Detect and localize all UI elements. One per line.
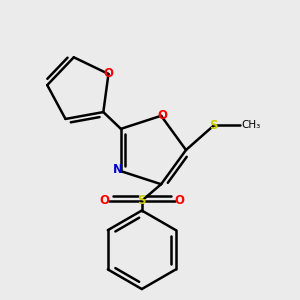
Text: O: O (174, 194, 184, 207)
Text: O: O (158, 109, 168, 122)
Text: O: O (103, 68, 113, 80)
Text: S: S (138, 194, 146, 207)
Text: O: O (99, 194, 109, 207)
Text: CH₃: CH₃ (242, 121, 261, 130)
Text: S: S (209, 119, 218, 132)
Text: N: N (112, 163, 123, 176)
